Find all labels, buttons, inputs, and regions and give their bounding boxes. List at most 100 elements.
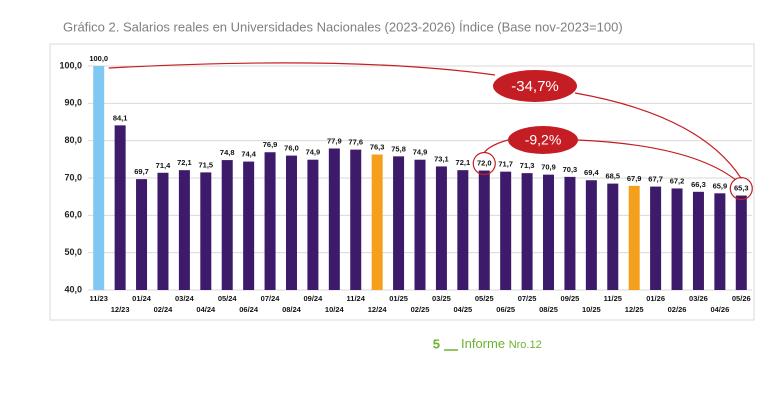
- bar: [350, 149, 362, 290]
- annotation-text: -9,2%: [525, 132, 562, 148]
- x-tick-label: 12/24: [368, 305, 388, 314]
- y-tick-label: 80,0: [64, 135, 82, 145]
- x-tick-label: 09/24: [304, 294, 324, 303]
- annotation-text: -34,7%: [511, 78, 559, 95]
- value-label: 70,3: [563, 165, 578, 174]
- value-label: 67,7: [648, 175, 663, 184]
- x-tick-label: 11/25: [604, 294, 622, 303]
- value-label: 74,4: [241, 150, 256, 159]
- bar: [607, 183, 619, 290]
- x-tick-label: 03/25: [432, 294, 451, 303]
- bar: [136, 179, 148, 290]
- value-label: 69,4: [584, 168, 599, 177]
- value-label: 72,0: [477, 159, 492, 168]
- x-tick-label: 11/24: [347, 294, 366, 303]
- value-label: 71,4: [156, 161, 171, 170]
- value-label: 70,9: [541, 163, 556, 172]
- value-label: 76,0: [284, 144, 299, 153]
- value-label: 71,5: [199, 160, 214, 169]
- x-tick-label: 05/26: [732, 294, 751, 303]
- bar: [671, 188, 683, 290]
- annotation-bubble: [508, 126, 578, 154]
- value-label: 65,9: [713, 181, 728, 190]
- value-label: 77,9: [327, 136, 342, 145]
- bar: [414, 159, 426, 290]
- x-tick-label: 07/24: [261, 294, 281, 303]
- value-label: 72,1: [456, 158, 471, 167]
- value-label: 72,1: [177, 158, 192, 167]
- value-label: 76,9: [263, 140, 278, 149]
- bar: [200, 172, 212, 290]
- x-tick-label: 12/23: [111, 305, 130, 314]
- bar: [692, 191, 704, 290]
- page-number: 5: [433, 336, 440, 351]
- bar: [328, 148, 340, 290]
- value-label: 66,3: [691, 180, 706, 189]
- x-tick-label: 10/25: [582, 305, 601, 314]
- x-tick-label: 05/25: [475, 294, 494, 303]
- bar: [114, 125, 126, 290]
- footer-text: Informe Nro.12: [461, 336, 542, 351]
- bar: [500, 171, 512, 290]
- x-tick-label: 01/26: [646, 294, 665, 303]
- y-tick-label: 70,0: [64, 172, 82, 182]
- bar: [264, 152, 276, 290]
- value-label: 84,1: [113, 113, 128, 122]
- value-label: 69,7: [134, 167, 149, 176]
- bar: [628, 185, 640, 290]
- bar: [157, 172, 169, 290]
- x-tick-label: 09/25: [561, 294, 580, 303]
- bar: [735, 195, 747, 290]
- chart-title: Gráfico 2. Salarios reales en Universida…: [63, 19, 623, 34]
- bar: [585, 180, 597, 290]
- bar: [221, 160, 233, 290]
- bar: [564, 176, 576, 290]
- value-label: 67,9: [627, 174, 642, 183]
- x-tick-label: 06/24: [239, 305, 259, 314]
- x-tick-label: 03/26: [689, 294, 708, 303]
- value-label: 65,3: [734, 184, 749, 193]
- bar: [93, 66, 105, 290]
- annotation-arc: [483, 139, 736, 181]
- bar: [285, 155, 297, 290]
- value-label: 71,7: [498, 160, 513, 169]
- x-tick-label: 04/25: [453, 305, 472, 314]
- x-tick-label: 08/24: [282, 305, 302, 314]
- value-label: 77,6: [348, 138, 363, 147]
- value-label: 74,8: [220, 148, 235, 157]
- y-tick-label: 60,0: [64, 210, 82, 220]
- bar: [178, 170, 190, 290]
- x-tick-label: 12/25: [625, 305, 644, 314]
- x-tick-label: 11/23: [90, 294, 108, 303]
- bar: [478, 170, 490, 290]
- y-tick-label: 100,0: [59, 60, 82, 70]
- x-tick-label: 02/25: [411, 305, 430, 314]
- y-tick-label: 40,0: [64, 284, 82, 294]
- bar: [457, 170, 469, 290]
- x-tick-label: 02/24: [154, 305, 174, 314]
- bar: [714, 193, 726, 290]
- chart-frame: [49, 43, 755, 321]
- value-label: 74,9: [306, 148, 321, 157]
- y-tick-label: 50,0: [64, 247, 82, 257]
- x-tick-label: 03/24: [175, 294, 195, 303]
- bar: [543, 174, 555, 290]
- x-tick-label: 05/24: [218, 294, 238, 303]
- bar: [371, 154, 383, 290]
- bar: [307, 159, 319, 290]
- x-tick-label: 06/25: [496, 305, 515, 314]
- value-label: 67,2: [670, 176, 685, 185]
- value-label: 75,8: [391, 144, 406, 153]
- value-label: 100,0: [89, 54, 108, 63]
- x-tick-label: 01/24: [132, 294, 152, 303]
- value-label: 74,9: [413, 148, 428, 157]
- y-tick-label: 90,0: [64, 98, 82, 108]
- value-label: 76,3: [370, 142, 385, 151]
- x-tick-label: 04/26: [710, 305, 729, 314]
- x-tick-label: 07/25: [518, 294, 537, 303]
- x-tick-label: 10/24: [325, 305, 345, 314]
- bar: [243, 161, 255, 290]
- bar: [650, 186, 662, 290]
- bar: [435, 166, 447, 290]
